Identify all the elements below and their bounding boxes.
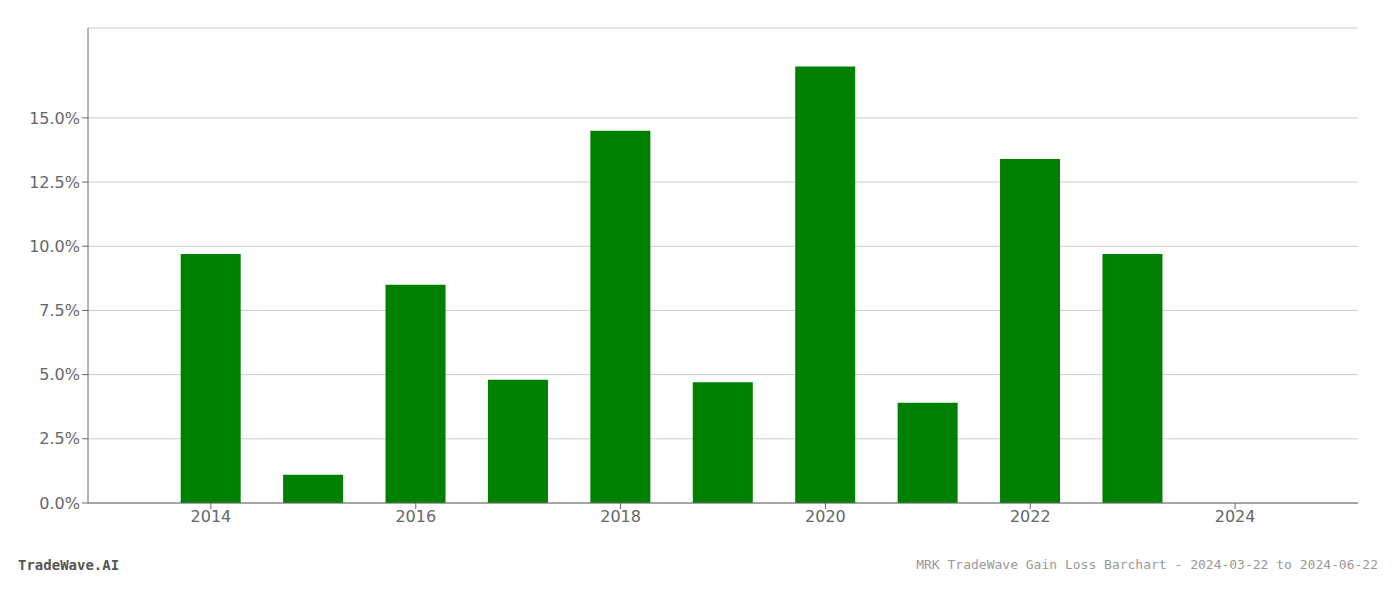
svg-text:7.5%: 7.5% xyxy=(39,301,80,320)
svg-text:2.5%: 2.5% xyxy=(39,429,80,448)
svg-text:2016: 2016 xyxy=(395,507,436,526)
html-text:TradeWave.AI: TradeWave.AI xyxy=(18,557,120,573)
svg-text:2018: 2018 xyxy=(600,507,641,526)
svg-text:2024: 2024 xyxy=(1215,507,1256,526)
svg-text:2022: 2022 xyxy=(1010,507,1051,526)
svg-text:15.0%: 15.0% xyxy=(29,109,80,128)
html-text:MRK TradeWave Gain Loss Barcha: MRK TradeWave Gain Loss Barchart - 2024-… xyxy=(916,557,1378,572)
svg-text:10.0%: 10.0% xyxy=(29,237,80,256)
svg-text:0.0%: 0.0% xyxy=(39,494,80,513)
svg-text:2020: 2020 xyxy=(805,507,846,526)
svg-text:5.0%: 5.0% xyxy=(39,365,80,384)
svg-text:2014: 2014 xyxy=(191,507,232,526)
svg-text:12.5%: 12.5% xyxy=(29,173,80,192)
